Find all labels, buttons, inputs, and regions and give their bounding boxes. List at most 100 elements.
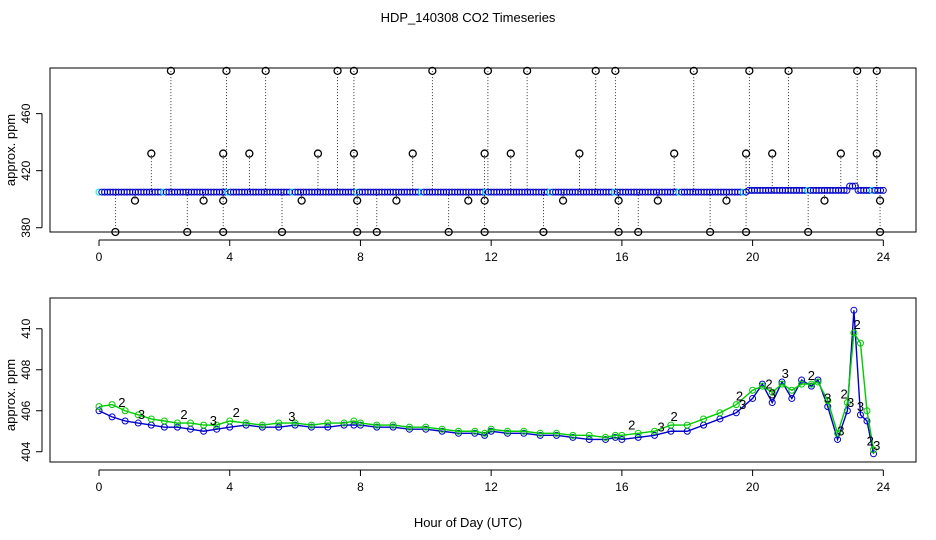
bottom-series-point-2 [667, 421, 675, 429]
bottom-series-line-2 [98, 330, 875, 450]
bottom-series-point-3 [585, 435, 593, 443]
bottom-series-point-2 [340, 419, 348, 427]
top-spike-point [634, 227, 643, 237]
panel-top: 0 4 8 12 16 20 24 380 420 460 approx. ppm [3, 66, 917, 264]
top-spike-point [277, 227, 287, 237]
top-spike-point [784, 66, 793, 76]
bottom-series-point-2 [291, 419, 299, 427]
bottom-series-point-3 [870, 450, 878, 458]
bot|1-y-tick-label-406: 406 [19, 400, 33, 420]
bottom-series-point-2 [843, 399, 851, 407]
bottom-series-marker-label-3: 3 [857, 399, 864, 414]
bottom-series-point-2 [324, 419, 332, 427]
top-spike-point [333, 66, 342, 76]
top-spike-point [464, 196, 473, 205]
bottom-series-point-2 [634, 429, 642, 437]
bottom-series-point-2 [121, 407, 129, 415]
bottom-series-point-3 [350, 421, 358, 429]
top-spike-point [741, 227, 751, 237]
bot|1-y-tick-label-404: 404 [19, 441, 33, 461]
top-spike-point [297, 196, 306, 205]
bottom-series-marker-label-3: 3 [138, 407, 145, 422]
panel-top-marks [95, 66, 887, 237]
bottom-series-point-2 [651, 427, 659, 435]
bottom-series-point-3 [173, 423, 181, 431]
bottom-series-point-3 [471, 429, 479, 437]
bottom-series-marker-label-2: 2 [808, 368, 815, 383]
bottom-series-point-2 [258, 421, 266, 429]
bottom-series-marker-label-2: 2 [118, 395, 125, 410]
bottom-series-point-2 [749, 386, 757, 394]
top|0-x-tick-label-20: 20 [746, 250, 760, 264]
top-spike-point [614, 227, 623, 237]
bottom-series-point-2 [814, 378, 822, 386]
bottom-series-point-2 [536, 429, 544, 437]
bottom-series-marker-label-2: 2 [233, 405, 240, 420]
top-spike-point [836, 149, 845, 158]
bottom-series-point-2 [824, 397, 832, 404]
bottom-series-point-2 [700, 415, 708, 423]
bottom-series-marker-label-2: 2 [867, 434, 874, 449]
bottom-series-point-2 [187, 419, 195, 427]
bottom-series-point-2 [389, 421, 397, 429]
top-spike-point [261, 66, 270, 76]
bottom-series-marker-label-3: 3 [739, 397, 746, 412]
top-spike-point [875, 196, 885, 205]
bottom-series-point-2 [870, 446, 878, 454]
top-spike-point [820, 196, 829, 205]
bottom-series-point-2 [683, 421, 691, 429]
bottom-series-point-3 [732, 409, 740, 417]
bottom-series-point-2 [504, 427, 512, 435]
bottom-series-marker-label-3: 3 [288, 409, 295, 424]
top-spike-point [408, 149, 417, 158]
bottom-series-point-2 [160, 417, 168, 425]
bottom-series-marker-label-3: 3 [847, 395, 854, 410]
top-spike-point [575, 149, 584, 158]
bottom-series-point-2 [807, 380, 815, 388]
bottom-series-point-3 [134, 419, 142, 427]
top-spike-point [705, 227, 715, 237]
bottom-series-marker-label-2: 2 [736, 389, 743, 404]
bottom-series-point-3 [788, 394, 796, 402]
bottom-series-point-3 [569, 433, 577, 441]
bottom-series-marker-label-2: 2 [180, 407, 187, 422]
bottom-series-point-3 [634, 433, 642, 441]
bot|1-x-tick-label-8: 8 [357, 480, 364, 494]
top-spike-point [183, 227, 192, 237]
bottom-series-point-3 [863, 417, 871, 425]
top-spike-point [392, 196, 401, 205]
top-spike-point [130, 196, 140, 205]
bottom-series-point-3 [422, 425, 430, 433]
top-spike-point [591, 66, 600, 76]
top-spike-point [853, 66, 862, 76]
bottom-series-point-2 [618, 431, 626, 439]
bottom-series-marker-label-2: 2 [671, 409, 678, 424]
bot|1-x-tick-label-24: 24 [877, 480, 891, 494]
bottom-series-point-3 [454, 429, 462, 437]
top-spike-point [428, 66, 437, 76]
top-spike-point [199, 196, 208, 205]
bottom-series-point-2 [487, 425, 495, 433]
bottom-series-point-2 [422, 423, 430, 431]
bot|1-y-tick-label-410: 410 [19, 318, 33, 338]
bottom-series-point-3 [242, 421, 250, 429]
bottom-series-point-3 [749, 394, 757, 402]
panel-bottom-x-axis: 0 4 8 12 16 20 24 [96, 469, 891, 494]
bottom-series-point-2 [602, 433, 610, 441]
top-spike-point [219, 196, 228, 205]
bottom-series-point-3 [618, 435, 626, 443]
bottom-series-point-2 [856, 339, 864, 347]
top-spike-point [480, 196, 489, 205]
bottom-series-point-3 [275, 423, 283, 431]
top-spike-point [166, 66, 176, 76]
top-spike-point [480, 227, 489, 237]
bottom-series-point-2 [373, 421, 381, 429]
bottom-series-point-3 [307, 423, 315, 431]
top-spike-point [768, 149, 777, 158]
bottom-series-point-3 [389, 423, 397, 431]
top-spike-point [372, 227, 381, 237]
bottom-series-point-2 [716, 409, 724, 417]
panel-top-x-axis: 0 4 8 12 16 20 24 [96, 239, 890, 264]
